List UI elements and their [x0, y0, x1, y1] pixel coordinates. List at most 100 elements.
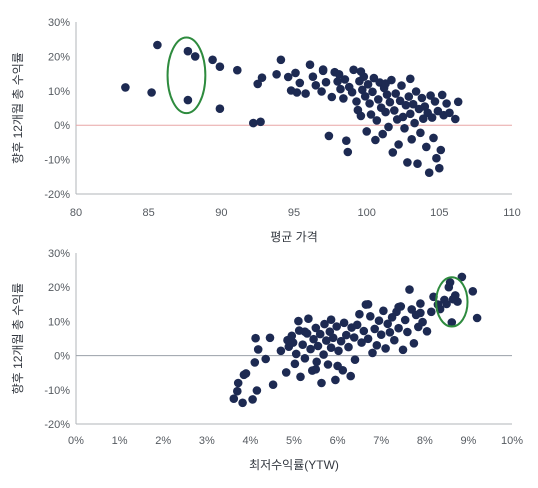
data-point [300, 354, 310, 363]
data-point [296, 372, 305, 382]
data-point [319, 350, 328, 359]
y-tick-label: -10% [44, 385, 70, 397]
x-tick-label: 2% [155, 435, 171, 447]
data-point [208, 55, 217, 65]
data-point [403, 327, 412, 337]
y-axis-title: 향후 12개월 총 수익률 [11, 52, 25, 164]
data-point [342, 330, 351, 340]
data-point [406, 109, 415, 119]
y-tick-label: 0% [54, 351, 70, 363]
data-point [384, 122, 393, 132]
data-point [326, 343, 336, 353]
data-point [442, 99, 451, 108]
data-point [381, 79, 390, 88]
data-point [347, 87, 357, 97]
data-point [362, 127, 372, 136]
data-point [356, 67, 366, 76]
x-tick-label: 7% [373, 435, 389, 447]
data-point [372, 341, 382, 350]
data-point [391, 89, 401, 98]
data-point [401, 100, 411, 110]
data-point [298, 340, 308, 350]
y-tick-label: 20% [48, 282, 70, 294]
data-point [272, 70, 281, 79]
data-point [368, 87, 377, 97]
data-point [257, 73, 267, 82]
data-point [447, 318, 457, 327]
x-tick-label: 110 [503, 207, 521, 219]
data-point [253, 79, 262, 89]
data-point [332, 322, 342, 331]
data-point [324, 131, 334, 141]
data-point [251, 333, 260, 343]
data-point [371, 135, 380, 145]
data-point [416, 308, 425, 318]
data-point [442, 299, 451, 309]
data-point [407, 135, 417, 144]
x-tick-label: 90 [215, 207, 227, 219]
y-tick-label: 30% [48, 17, 70, 29]
data-point [215, 104, 225, 113]
data-point [432, 153, 441, 163]
data-point [444, 282, 454, 292]
data-point [448, 294, 458, 304]
data-point [322, 336, 331, 345]
data-point [249, 118, 258, 128]
data-point [229, 394, 239, 404]
y-tick-label: 10% [48, 86, 70, 98]
data-point [233, 65, 242, 75]
x-tick-label: 6% [330, 435, 346, 447]
data-point [250, 358, 260, 367]
data-point [426, 91, 435, 100]
y-tick-label: -20% [44, 419, 70, 431]
data-point [344, 342, 353, 352]
x-tick-label: 80 [70, 207, 82, 219]
data-point [381, 107, 390, 117]
data-point [355, 309, 364, 319]
data-point [411, 87, 421, 96]
data-point [382, 90, 392, 99]
data-point [311, 81, 321, 90]
data-point [370, 324, 380, 334]
data-point [328, 333, 338, 343]
x-tick-label: 105 [430, 207, 448, 219]
data-point [372, 116, 382, 125]
data-point [358, 85, 367, 95]
x-tick-label: 100 [357, 207, 375, 219]
data-point [457, 272, 467, 282]
data-point [253, 345, 263, 354]
data-point [394, 302, 403, 312]
data-point [306, 344, 315, 354]
data-point [233, 378, 243, 388]
data-point [291, 349, 301, 359]
data-point [366, 312, 375, 321]
data-point [336, 84, 345, 94]
data-point [311, 323, 321, 333]
data-point [334, 70, 344, 79]
data-point [398, 112, 408, 122]
highlight-ellipse [166, 36, 207, 115]
data-point [417, 93, 427, 103]
data-point [422, 327, 432, 336]
y-tick-label: 20% [48, 51, 70, 63]
data-point [183, 95, 193, 105]
data-point [183, 46, 193, 56]
data-point [300, 327, 310, 337]
data-point [268, 380, 278, 390]
data-point [336, 336, 346, 346]
x-tick-label: 9% [460, 435, 476, 447]
data-point [333, 77, 342, 86]
x-tick-label: 85 [143, 207, 155, 219]
data-point [294, 316, 303, 326]
data-point [320, 319, 329, 329]
data-point [121, 83, 130, 92]
data-point [331, 375, 340, 385]
x-tick-label: 95 [288, 207, 300, 219]
data-point [292, 88, 302, 97]
data-point [276, 55, 286, 65]
data-point [248, 395, 257, 404]
data-point [190, 52, 200, 61]
data-point [378, 129, 388, 139]
